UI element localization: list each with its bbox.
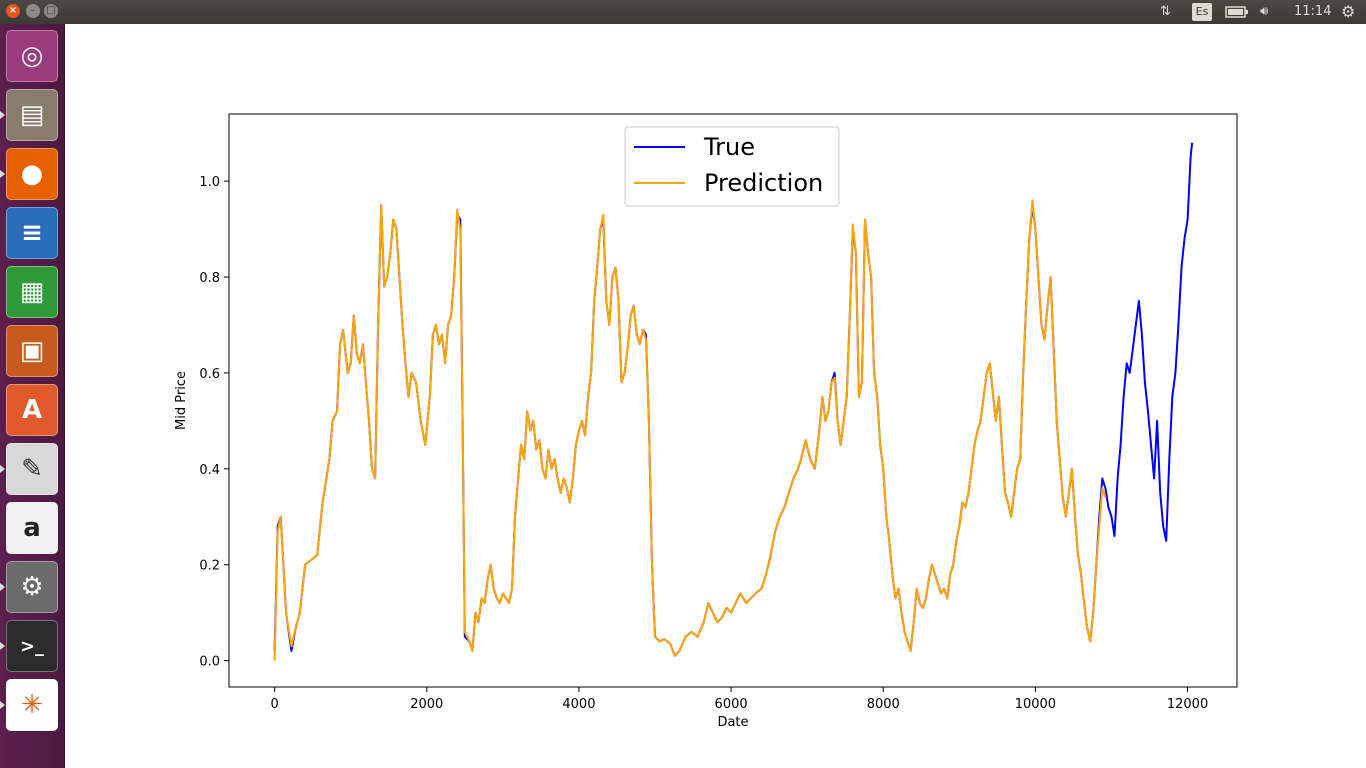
launcher: ◎ ▤ ● ≡ ▦ ▣ A ✎ a ⚙ >_ ✳ [0, 24, 65, 768]
running-indicator [0, 111, 5, 119]
battery-icon[interactable] [1225, 0, 1249, 24]
y-tick-label: 0.0 [199, 655, 220, 670]
launcher-ubuntu-dash-button[interactable]: ◎ [6, 30, 58, 82]
window-minimize-button[interactable]: – [26, 4, 40, 18]
series-line-true [273, 142, 1194, 657]
text-editor-icon: ✎ [21, 454, 43, 484]
running-indicator [0, 170, 5, 178]
x-tick-label: 2000 [410, 697, 443, 712]
launcher-terminal-button[interactable]: >_ [6, 620, 58, 672]
series-line-prediction [273, 199, 1107, 661]
launcher-firefox-button[interactable]: ● [6, 148, 58, 200]
libreoffice-calc-icon: ▦ [19, 277, 45, 307]
window-close-button[interactable]: × [6, 4, 20, 18]
plot-layer [273, 142, 1194, 661]
legend-label: Prediction [704, 169, 823, 197]
y-tick-label: 0.6 [199, 367, 220, 382]
amazon-icon: a [23, 513, 41, 543]
x-tick-label: 4000 [562, 697, 595, 712]
launcher-libreoffice-calc-button[interactable]: ▦ [6, 266, 58, 318]
x-tick-label: 0 [271, 697, 279, 712]
launcher-files-button[interactable]: ▤ [6, 89, 58, 141]
running-indicator [0, 583, 5, 591]
legend-label: True [703, 133, 755, 161]
y-tick-label: 1.0 [199, 175, 220, 190]
launcher-system-settings-button[interactable]: ⚙ [6, 561, 58, 613]
launcher-text-editor-button[interactable]: ✎ [6, 443, 58, 495]
clock[interactable]: 11:14 [1294, 4, 1332, 19]
network-icon[interactable]: ⇅ [1160, 4, 1171, 19]
x-tick-label: 10000 [1015, 697, 1056, 712]
terminal-icon: >_ [19, 635, 45, 657]
libreoffice-impress-icon: ▣ [19, 336, 45, 366]
matplotlib-figure-icon: ✳ [21, 690, 43, 720]
x-tick-label: 12000 [1167, 697, 1208, 712]
x-tick-label: 6000 [715, 697, 748, 712]
launcher-matplotlib-figure-button[interactable]: ✳ [6, 679, 58, 731]
settings-gear-icon[interactable]: ⚙ [1341, 2, 1356, 21]
libreoffice-writer-icon: ≡ [21, 218, 43, 248]
running-indicator [0, 701, 5, 709]
keyboard-layout-indicator[interactable]: Es [1192, 3, 1212, 21]
files-icon: ▤ [19, 100, 45, 130]
top-panel: × – □ ⇅ Es 🔊︎ 11:14 ⚙ [0, 0, 1366, 24]
running-indicator [0, 465, 5, 473]
legend: True Prediction [624, 126, 840, 207]
volume-icon[interactable]: 🔊︎ [1260, 4, 1269, 19]
x-axis-label: Date [717, 715, 748, 730]
x-tick-label: 8000 [867, 697, 900, 712]
ubuntu-dash-icon: ◎ [20, 41, 44, 71]
y-tick-label: 0.4 [199, 463, 220, 478]
software-center-icon: A [21, 395, 43, 425]
launcher-software-center-button[interactable]: A [6, 384, 58, 436]
ticks-layer: 0 2000 4000 6000 8000 10000 12000 0.0 0.2 0.4 0.6 0… [199, 175, 1208, 712]
launcher-libreoffice-writer-button[interactable]: ≡ [6, 207, 58, 259]
firefox-icon: ● [20, 159, 44, 189]
launcher-amazon-button[interactable]: a [6, 502, 58, 554]
y-axis-label: Mid Price [174, 371, 189, 430]
axes-frame [228, 113, 1238, 688]
window-maximize-button[interactable]: □ [44, 4, 58, 18]
system-settings-icon: ⚙ [20, 572, 44, 602]
y-tick-label: 0.8 [199, 271, 220, 286]
y-tick-label: 0.2 [199, 559, 220, 574]
launcher-libreoffice-impress-button[interactable]: ▣ [6, 325, 58, 377]
running-indicator [0, 642, 5, 650]
